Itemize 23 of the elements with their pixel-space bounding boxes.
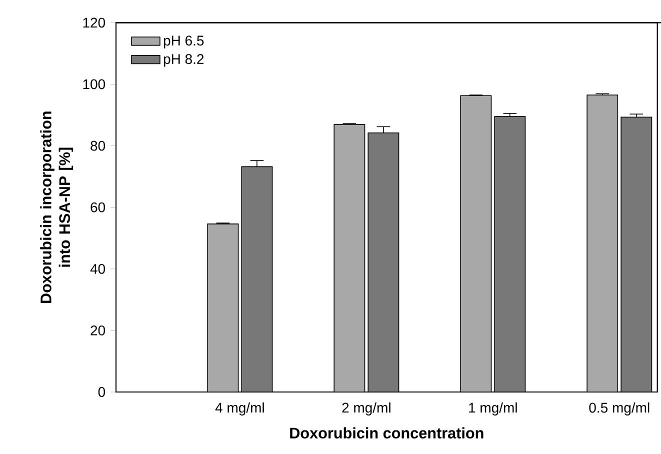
y-axis-title: Doxorubicin incorporation into HSA-NP [%]: [40, 112, 74, 303]
x-tick-label: 1 mg/ml: [469, 402, 517, 416]
y-tick-label: 60: [90, 202, 106, 212]
bar: [620, 116, 652, 392]
bar: [207, 224, 239, 392]
y-tick-label: 100: [83, 79, 106, 90]
x-tick-label: 4 mg/ml: [215, 402, 264, 416]
bar: [241, 166, 273, 392]
bar: [586, 94, 618, 392]
x-tick-label: 2 mg/ml: [342, 402, 390, 416]
y-tick-label: 20: [90, 326, 106, 336]
legend-label: pH 6.5: [164, 36, 204, 48]
y-tick-label: 80: [90, 140, 106, 151]
y-tick-label: 0: [98, 387, 106, 397]
bar: [494, 116, 526, 392]
bar: [368, 132, 400, 392]
bar: [334, 124, 366, 392]
bar: [460, 95, 492, 392]
y-tick-label: 40: [90, 264, 106, 274]
y-tick-label: 120: [83, 18, 106, 28]
legend-label: pH 8.2: [164, 54, 204, 67]
x-tick-label: 0.5 mg/ml: [589, 402, 650, 416]
x-axis-title: Doxorubicin concentration: [290, 427, 484, 439]
